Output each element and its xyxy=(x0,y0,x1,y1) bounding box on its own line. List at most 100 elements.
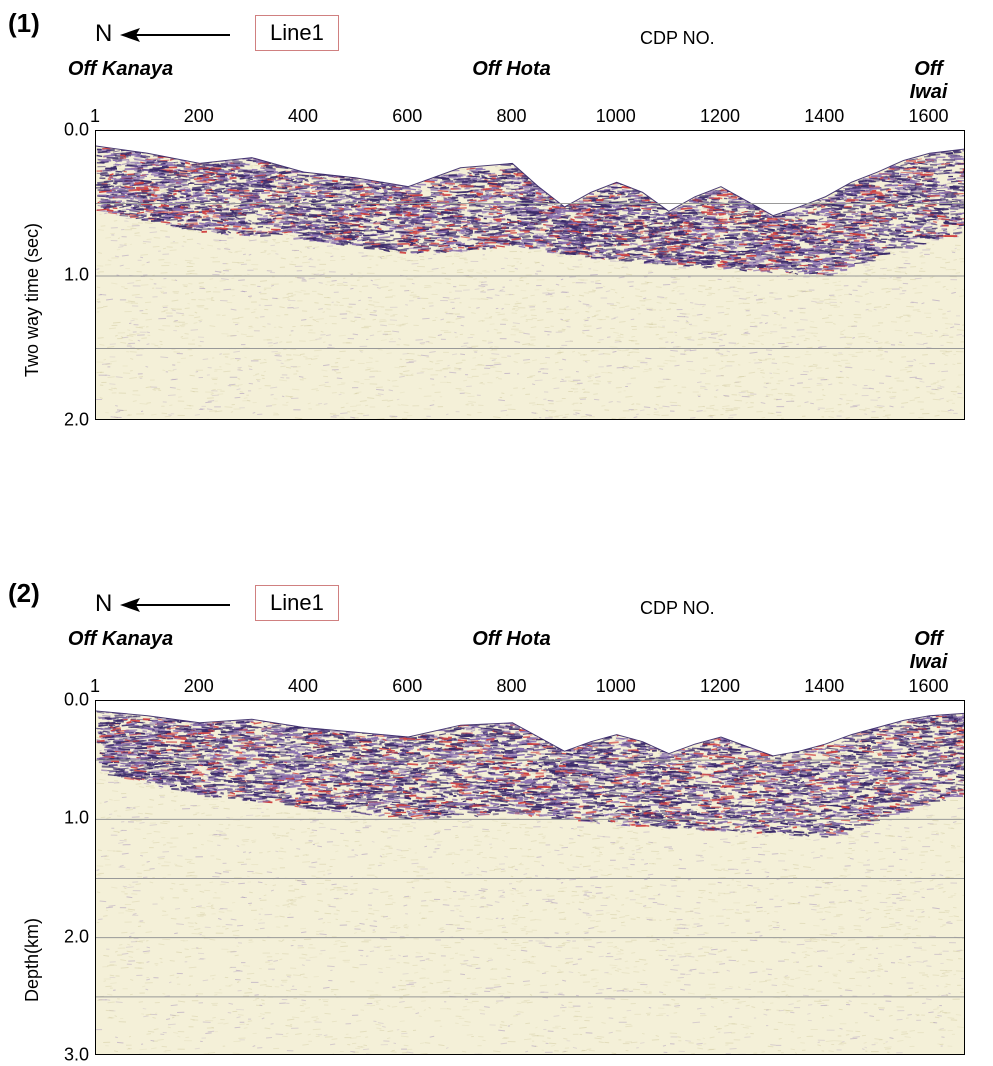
y-axis-label-1: Two way time (sec) xyxy=(22,222,43,376)
x-tick-minor xyxy=(513,700,514,701)
x-tick-minor xyxy=(383,130,384,131)
x-tick-minor xyxy=(774,700,775,701)
x-tick-minor xyxy=(930,130,931,131)
y-tick-label: 2.0 xyxy=(55,926,89,947)
x-tick-minor xyxy=(148,700,149,701)
x-tick-major xyxy=(96,130,97,131)
x-tick-minor xyxy=(461,700,462,701)
location-label: Off Hota xyxy=(456,628,566,651)
location-label: Off Kanaya xyxy=(66,58,176,81)
x-tick-minor xyxy=(617,130,618,131)
x-tick-label: 1400 xyxy=(804,106,844,127)
x-tick-minor xyxy=(305,130,306,131)
x-tick-minor xyxy=(435,700,436,701)
x-tick-minor xyxy=(539,130,540,131)
x-tick-minor xyxy=(800,130,801,131)
x-tick-minor xyxy=(513,130,514,131)
line-name-box-1: Line1 xyxy=(255,15,339,51)
x-tick-minor xyxy=(826,700,827,701)
x-tick-minor xyxy=(539,700,540,701)
x-tick-minor xyxy=(278,700,279,701)
x-tick-minor xyxy=(591,130,592,131)
x-tick-label: 1600 xyxy=(908,106,948,127)
x-tick-minor xyxy=(643,700,644,701)
location-label: OffIwai xyxy=(874,628,984,674)
x-tick-label: 600 xyxy=(392,106,422,127)
x-tick-label: 1400 xyxy=(804,676,844,697)
x-tick-minor xyxy=(226,130,227,131)
y-tick-label: 0.0 xyxy=(55,690,89,711)
x-tick-minor xyxy=(852,130,853,131)
x-tick-minor xyxy=(487,130,488,131)
x-tick-label: 400 xyxy=(288,676,318,697)
x-tick-minor xyxy=(669,700,670,701)
x-tick-minor xyxy=(122,130,123,131)
x-tick-minor xyxy=(305,700,306,701)
x-tick-minor xyxy=(565,700,566,701)
seismic-plot-2 xyxy=(95,700,965,1055)
y-axis-label-2: Depth(km) xyxy=(22,918,43,1002)
x-tick-label: 400 xyxy=(288,106,318,127)
y-tick-label: 1.0 xyxy=(55,265,89,286)
x-tick-label: 200 xyxy=(184,676,214,697)
x-tick-label: 1000 xyxy=(596,106,636,127)
y-tick-label: 0.0 xyxy=(55,120,89,141)
x-tick-minor xyxy=(122,700,123,701)
x-tick-minor xyxy=(617,700,618,701)
x-tick-minor xyxy=(383,700,384,701)
x-tick-minor xyxy=(904,130,905,131)
x-tick-label: 1 xyxy=(90,106,100,127)
x-tick-minor xyxy=(200,130,201,131)
x-tick-minor xyxy=(331,130,332,131)
x-tick-minor xyxy=(252,700,253,701)
x-tick-label: 200 xyxy=(184,106,214,127)
line-name-box-2: Line1 xyxy=(255,585,339,621)
panel-number-1: (1) xyxy=(8,8,40,39)
x-tick-minor xyxy=(930,700,931,701)
x-tick-minor xyxy=(774,130,775,131)
x-tick-minor xyxy=(695,700,696,701)
x-tick-minor xyxy=(174,130,175,131)
x-tick-minor xyxy=(278,130,279,131)
x-tick-minor xyxy=(409,700,410,701)
x-tick-minor xyxy=(748,130,749,131)
x-tick-label: 800 xyxy=(496,106,526,127)
x-tick-minor xyxy=(226,700,227,701)
x-tick-minor xyxy=(852,700,853,701)
x-tick-minor xyxy=(826,130,827,131)
x-tick-minor xyxy=(565,130,566,131)
x-tick-label: 1200 xyxy=(700,106,740,127)
x-tick-minor xyxy=(748,700,749,701)
x-tick-minor xyxy=(956,700,957,701)
x-tick-minor xyxy=(174,700,175,701)
north-label-2: N xyxy=(95,590,112,618)
x-tick-label: 1000 xyxy=(596,676,636,697)
x-tick-minor xyxy=(904,700,905,701)
location-label: OffIwai xyxy=(874,58,984,104)
cdp-axis-label-1: CDP NO. xyxy=(640,28,715,49)
x-tick-minor xyxy=(800,700,801,701)
x-tick-minor xyxy=(695,130,696,131)
x-tick-minor xyxy=(487,700,488,701)
x-tick-minor xyxy=(669,130,670,131)
y-tick-label: 1.0 xyxy=(55,808,89,829)
x-tick-label: 800 xyxy=(496,676,526,697)
x-tick-minor xyxy=(878,130,879,131)
x-tick-label: 600 xyxy=(392,676,422,697)
panel-number-2: (2) xyxy=(8,578,40,609)
seismic-plot-1 xyxy=(95,130,965,420)
x-tick-label: 1 xyxy=(90,676,100,697)
x-tick-minor xyxy=(878,700,879,701)
x-tick-label: 1200 xyxy=(700,676,740,697)
location-label: Off Kanaya xyxy=(66,628,176,651)
x-tick-minor xyxy=(435,130,436,131)
north-arrow-icon xyxy=(120,25,230,45)
x-tick-major xyxy=(96,700,97,701)
x-tick-minor xyxy=(643,130,644,131)
x-tick-minor xyxy=(252,130,253,131)
x-tick-minor xyxy=(357,700,358,701)
x-tick-minor xyxy=(722,700,723,701)
x-tick-minor xyxy=(200,700,201,701)
y-tick-label: 3.0 xyxy=(55,1045,89,1066)
x-tick-minor xyxy=(722,130,723,131)
